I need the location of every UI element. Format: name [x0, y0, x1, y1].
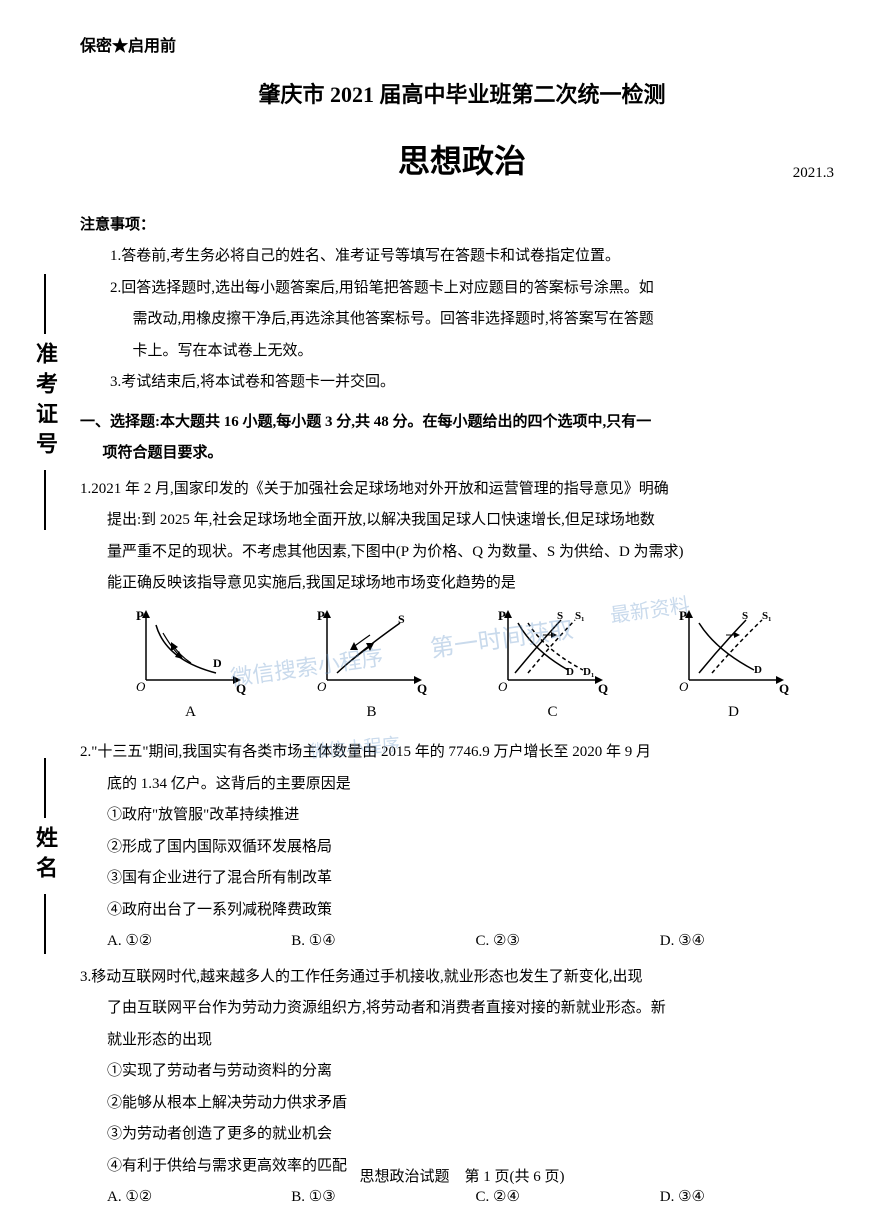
notice-3: 3.考试结束后,将本试卷和答题卡一并交回。 [103, 367, 845, 399]
q1-line3: 量严重不足的现状。不考虑其他因素,下图中(P 为价格、Q 为数量、S 为供给、D… [80, 537, 844, 569]
q2-choices: A. ①② B. ①④ C. ②③ D. ③④ [80, 926, 844, 958]
sidebar-exam-id-group: 准考证号 [29, 266, 61, 538]
graph-c: P Q O S S₁ D D₁ C [493, 605, 613, 729]
q3-line1: 3.移动互联网时代,越来越多人的工作任务通过手机接收,就业形态也发生了新变化,出… [80, 962, 844, 994]
svg-text:S₁: S₁ [762, 610, 771, 622]
graph-a: P Q O D A [131, 605, 251, 729]
svg-text:Q: Q [417, 681, 427, 695]
sidebar-line [44, 470, 46, 530]
q3-line2: 了由互联网平台作为劳动力资源组织方,将劳动者和消费者直接对接的新就业形态。新 [80, 993, 844, 1025]
graph-row: P Q O D A P [80, 600, 844, 734]
q3-opt1: ①实现了劳动者与劳动资料的分离 [80, 1056, 844, 1088]
section-header-cont: 项符合题目要求。 [80, 438, 844, 470]
q2-opt2: ②形成了国内国际双循环发展格局 [80, 832, 844, 864]
sidebar-line [44, 894, 46, 954]
svg-text:S₁: S₁ [575, 610, 584, 622]
graph-a-label: A [185, 697, 196, 729]
svg-text:D: D [754, 664, 762, 676]
q3-opt3: ③为劳动者创造了更多的就业机会 [80, 1119, 844, 1151]
notice-header: 注意事项： [80, 210, 844, 242]
svg-text:O: O [498, 679, 508, 694]
svg-text:Q: Q [598, 681, 608, 695]
exam-date: 2021.3 [793, 158, 834, 190]
graph-d: P Q O S S₁ D D [674, 605, 794, 729]
notice-2-cont2: 卡上。写在本试卷上无效。 [80, 336, 844, 368]
svg-text:S: S [742, 610, 748, 622]
graph-d-svg: P Q O S S₁ D [674, 605, 794, 695]
title-subject: 思想政治 2021.3 [80, 128, 844, 195]
sidebar-line [44, 274, 46, 334]
svg-text:Q: Q [779, 681, 789, 695]
svg-text:P: P [317, 608, 325, 623]
q2-opt1: ①政府"放管服"改革持续推进 [80, 800, 844, 832]
svg-text:Q: Q [236, 681, 246, 695]
graph-b-label: B [366, 697, 376, 729]
graph-b: P Q O S B [312, 605, 432, 729]
q2-choice-d: D. ③④ [660, 926, 844, 958]
q1-line1: 1.2021 年 2 月,国家印发的《关于加强社会足球场地对外开放和运营管理的指… [80, 474, 844, 506]
q2-choice-b: B. ①④ [291, 926, 475, 958]
notice-2-cont: 需改动,用橡皮擦干净后,再选涂其他答案标号。回答非选择题时,将答案写在答题 [80, 304, 844, 336]
q2-opt3: ③国有企业进行了混合所有制改革 [80, 863, 844, 895]
notice-1: 1.答卷前,考生务必将自己的姓名、准考证号等填写在答题卡和试卷指定位置。 [103, 241, 845, 273]
q3-opt2: ②能够从根本上解决劳动力供求矛盾 [80, 1088, 844, 1120]
question-2: 2."十三五"期间,我国实有各类市场主体数量由 2015 年的 7746.9 万… [80, 737, 844, 958]
page-content: 保密★启用前 肇庆市 2021 届高中毕业班第二次统一检测 思想政治 2021.… [80, 30, 844, 1198]
graph-b-svg: P Q O S [312, 605, 432, 695]
svg-text:S: S [398, 612, 405, 626]
section-header: 一、选择题:本大题共 16 小题,每小题 3 分,共 48 分。在每小题给出的四… [80, 407, 844, 439]
sidebar-line [44, 758, 46, 818]
svg-text:D: D [213, 656, 222, 670]
svg-text:P: P [679, 608, 687, 623]
svg-text:O: O [679, 679, 689, 694]
sidebar-name: 姓名 [29, 826, 61, 886]
q3-line3: 就业形态的出现 [80, 1025, 844, 1057]
page-footer: 思想政治试题 第 1 页(共 6 页) [80, 1162, 844, 1194]
q1-line2: 提出:到 2025 年,社会足球场地全面开放,以解决我国足球人口快速增长,但足球… [80, 505, 844, 537]
graph-a-svg: P Q O D [131, 605, 251, 695]
svg-text:O: O [136, 679, 146, 694]
svg-text:D: D [566, 666, 574, 678]
q2-choice-c: C. ②③ [476, 926, 660, 958]
confidential-label: 保密★启用前 [80, 30, 844, 64]
q2-choice-a: A. ①② [107, 926, 291, 958]
q2-line1: 2."十三五"期间,我国实有各类市场主体数量由 2015 年的 7746.9 万… [80, 737, 844, 769]
q2-opt4: ④政府出台了一系列减税降费政策 [80, 895, 844, 927]
subject-text: 思想政治 [398, 143, 526, 179]
svg-text:O: O [317, 679, 327, 694]
svg-text:P: P [498, 608, 506, 623]
q1-line4: 能正确反映该指导意见实施后,我国足球场地市场变化趋势的是 [80, 568, 844, 600]
svg-text:P: P [136, 608, 144, 623]
graph-d-label: D [728, 697, 739, 729]
title-main: 肇庆市 2021 届高中毕业班第二次统一检测 [80, 72, 844, 118]
question-1: 1.2021 年 2 月,国家印发的《关于加强社会足球场地对外开放和运营管理的指… [80, 474, 844, 734]
sidebar: 准考证号 姓名 [20, 0, 70, 1228]
graph-c-label: C [547, 697, 557, 729]
svg-text:D₁: D₁ [583, 666, 594, 678]
q2-line2: 底的 1.34 亿户。这背后的主要原因是 [80, 769, 844, 801]
graph-c-svg: P Q O S S₁ D D₁ [493, 605, 613, 695]
notice-2: 2.回答选择题时,选出每小题答案后,用铅笔把答题卡上对应题目的答案标号涂黑。如 [103, 273, 845, 305]
sidebar-name-group: 姓名 [29, 750, 61, 962]
sidebar-exam-id: 准考证号 [29, 342, 61, 462]
svg-text:S: S [557, 610, 563, 622]
